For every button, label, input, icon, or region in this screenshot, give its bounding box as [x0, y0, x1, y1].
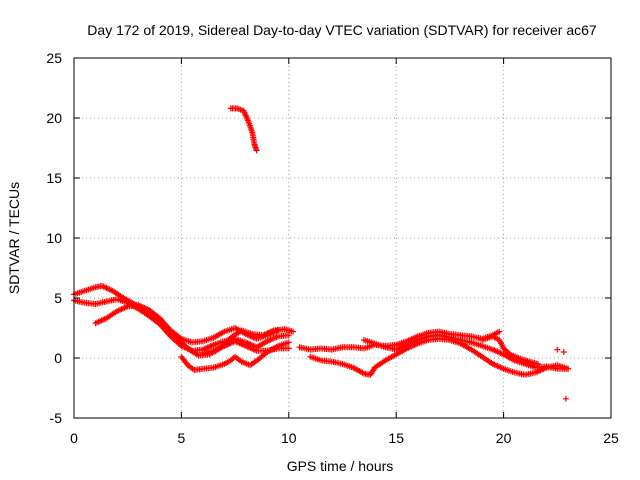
data-point — [562, 395, 569, 402]
x-tick-label: 20 — [496, 430, 512, 446]
data-points — [71, 105, 572, 402]
data-point — [560, 349, 567, 355]
data-point — [285, 332, 292, 339]
data-point — [177, 334, 184, 341]
y-tick-label: 0 — [54, 350, 62, 366]
y-tick-label: -5 — [50, 410, 63, 426]
data-point — [565, 365, 572, 372]
x-axis-title: GPS time / hours — [287, 458, 394, 474]
data-point — [253, 147, 260, 154]
data-point — [554, 346, 561, 353]
y-tick-label: 10 — [46, 230, 62, 246]
series-track-f — [227, 105, 260, 154]
grid — [74, 58, 611, 418]
x-tick-label: 15 — [388, 430, 404, 446]
series-track-h — [307, 335, 572, 378]
series-track-e — [199, 338, 292, 357]
data-point — [290, 328, 297, 335]
series-track-j — [479, 333, 541, 367]
series-track-k — [554, 346, 569, 402]
data-point — [275, 327, 282, 334]
y-axis-title: SDTVAR / TECUs — [6, 182, 22, 294]
y-tick-label: 20 — [46, 110, 62, 126]
x-tick-label: 5 — [178, 430, 186, 446]
data-point — [285, 339, 292, 346]
data-point — [534, 361, 541, 367]
x-tick-label: 0 — [70, 430, 78, 446]
y-tick-label: 15 — [46, 170, 62, 186]
series-track-c — [92, 302, 282, 346]
data-point — [285, 345, 292, 352]
data-point — [496, 328, 503, 335]
axis-ticks: 0 5 10 15 20 25 -5 0 5 10 15 20 25 — [46, 50, 619, 446]
y-tick-label: 25 — [46, 50, 62, 66]
x-tick-label: 25 — [603, 430, 619, 446]
data-point — [505, 350, 512, 357]
x-tick-label: 10 — [281, 430, 297, 446]
chart-title: Day 172 of 2019, Sidereal Day-to-day VTE… — [87, 22, 597, 38]
y-tick-label: 5 — [54, 290, 62, 306]
